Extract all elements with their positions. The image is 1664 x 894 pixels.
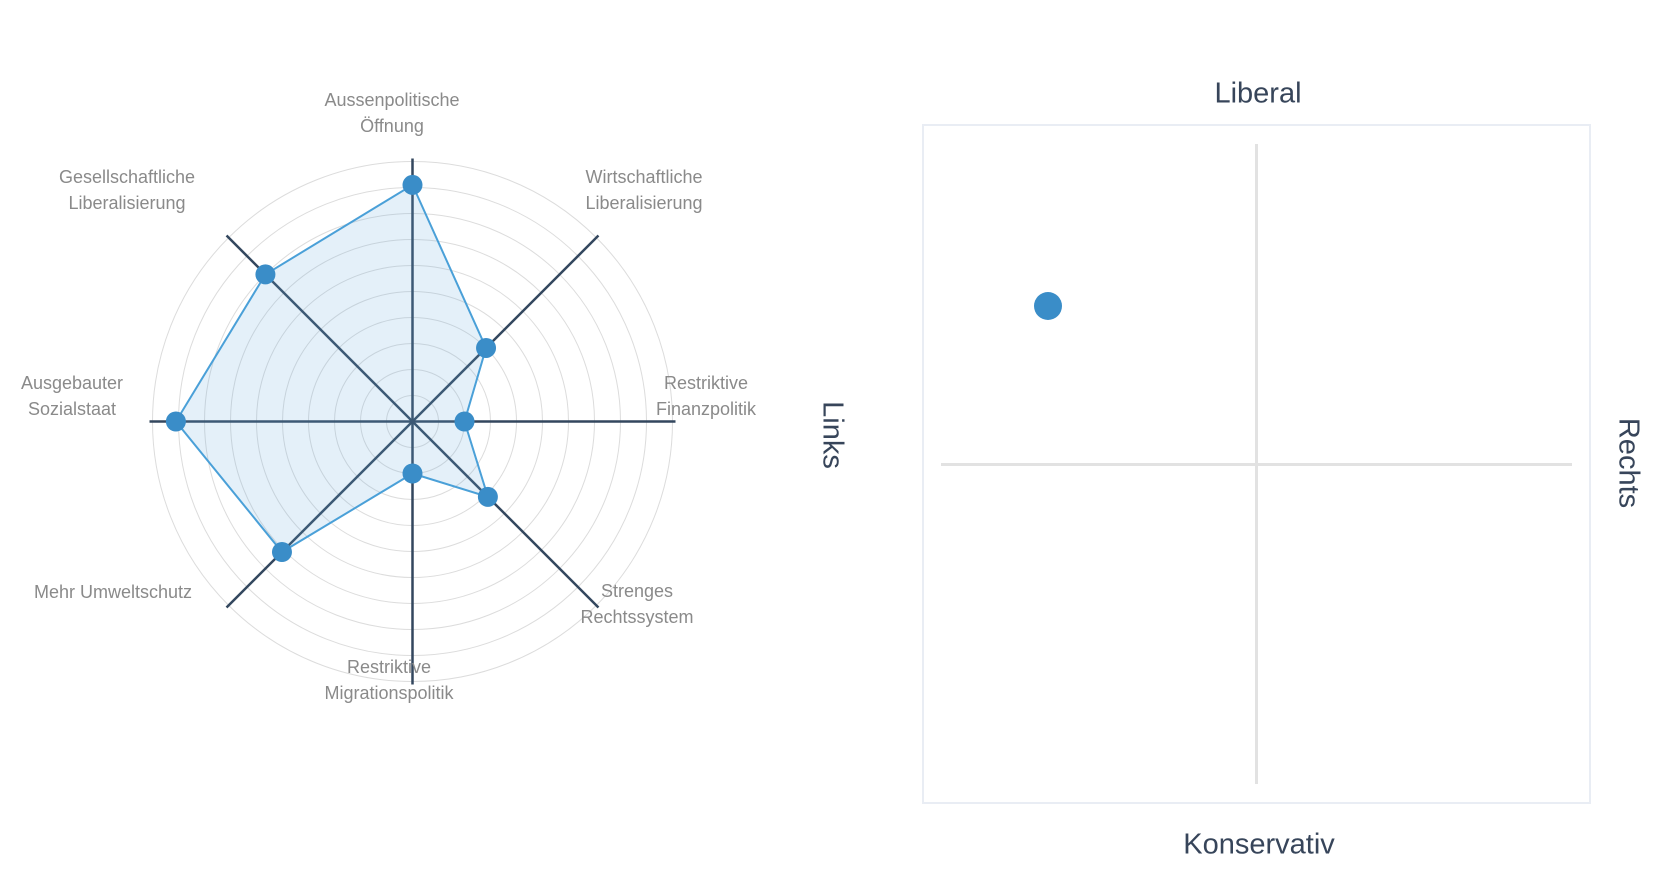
radar-label-line: Finanzpolitik [655,399,757,419]
radar-label-line: Wirtschaftliche [585,167,703,187]
smartspider-chart: Aussenpolitische Öffnung Wirtschaftliche… [0,0,830,894]
radar-axis-label-restriktive-finanzpolitik: Restriktive Finanzpolitik [656,370,756,422]
radar-label-line: Ausgebauter [20,373,124,393]
radar-label-line: Migrationspolitik [324,683,454,703]
radar-axis-label-restriktive-migrationspolitik: Restriktive Migrationspolitik [324,654,453,706]
radar-label-line: Restriktive [346,657,431,677]
compass-data-point [1033,292,1062,321]
radar-label-line: Rechtssystem [580,607,694,627]
axis-label-liberal: Liberal [1214,77,1302,110]
radar-axis-label-gesellschaftliche-liberalisierung: Gesellschaftliche Liberalisierung [59,164,195,216]
radar-axis-label-aussenpolitische-oeffnung: Aussenpolitische Öffnung [324,87,459,139]
radar-label-line: Sozialstaat [27,399,117,419]
political-compass-chart: Liberal Konservativ Links Rechts [817,0,1664,894]
radar-label-line: Strenges [600,581,674,601]
radar-label-line: Mehr Umweltschutz [33,582,193,602]
radar-plot-canvas [149,158,676,685]
radar-axis-label-strenges-rechtssystem: Strenges Rechtssystem [580,578,693,630]
radar-label-line: Liberalisierung [585,193,703,213]
radar-label-line: Liberalisierung [68,193,186,213]
horizontal-axis-line [941,462,1572,466]
axis-label-links: Links [816,401,849,469]
axis-label-konservativ: Konservativ [1183,828,1335,861]
radar-label-line: Öffnung [360,116,424,136]
radar-axis-label-wirtschaftliche-liberalisierung: Wirtschaftliche Liberalisierung [585,164,702,216]
compass-plot-area [922,124,1591,804]
axis-label-rechts: Rechts [1612,417,1645,509]
radar-axis-label-mehr-umweltschutz: Mehr Umweltschutz [34,579,192,605]
radar-label-line: Gesellschaftliche [58,167,196,187]
radar-axis-label-ausgebauter-sozialstaat: Ausgebauter Sozialstaat [21,370,123,422]
radar-label-line: Aussenpolitische [324,90,460,110]
radar-label-line: Restriktive [663,373,749,393]
